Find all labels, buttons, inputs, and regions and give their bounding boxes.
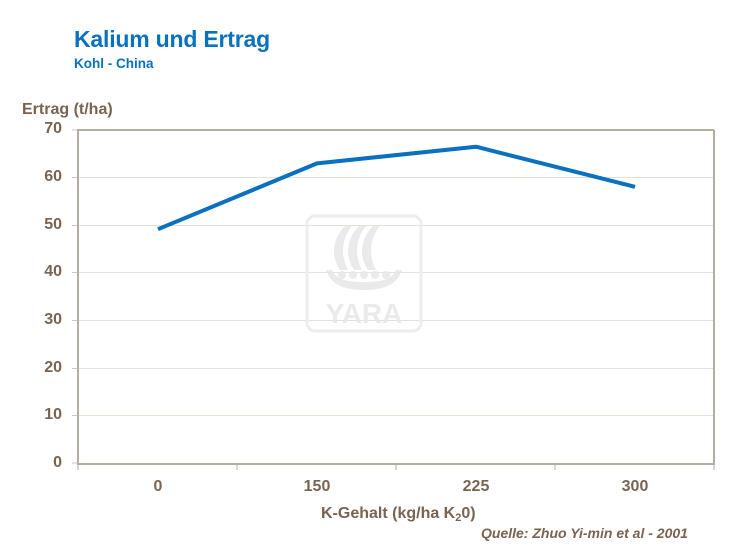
y-tick-label: 70 — [44, 120, 62, 137]
chart-subtitle: Kohl - China — [74, 56, 154, 71]
y-tick-label: 20 — [44, 359, 62, 376]
x-tick-label: 0 — [153, 478, 163, 495]
y-tick-label: 60 — [44, 168, 62, 185]
y-axis-label: Ertrag (t/ha) — [22, 101, 113, 118]
watermark-text: YARA — [326, 298, 403, 329]
x-tick-label: 225 — [462, 478, 490, 495]
x-axis-label-subscript: 2 — [455, 512, 462, 524]
chart-title: Kalium und Ertrag — [74, 26, 270, 52]
gridlines — [78, 177, 714, 416]
y-tick-label: 40 — [44, 263, 62, 280]
y-tick-label: 30 — [44, 311, 62, 328]
axes-frame — [77, 129, 715, 465]
y-tick-label: 10 — [44, 406, 62, 423]
x-axis-label-tail: 0) — [461, 505, 476, 522]
x-axis-label-main: K-Gehalt (kg/ha K — [321, 505, 456, 522]
y-tick-label: 50 — [44, 216, 62, 233]
x-tick-label: 150 — [303, 478, 331, 495]
x-axis-label: K-Gehalt (kg/ha K20) — [321, 505, 476, 524]
x-tick-marks — [77, 464, 715, 470]
yara-logo-icon: YARA — [305, 214, 423, 333]
y-tick-label: 0 — [53, 454, 62, 471]
source-citation: Quelle: Zhuo Yi-min et al - 2001 — [481, 525, 688, 541]
x-tick-label: 300 — [621, 478, 649, 495]
series-line-ertrag — [157, 144, 636, 232]
